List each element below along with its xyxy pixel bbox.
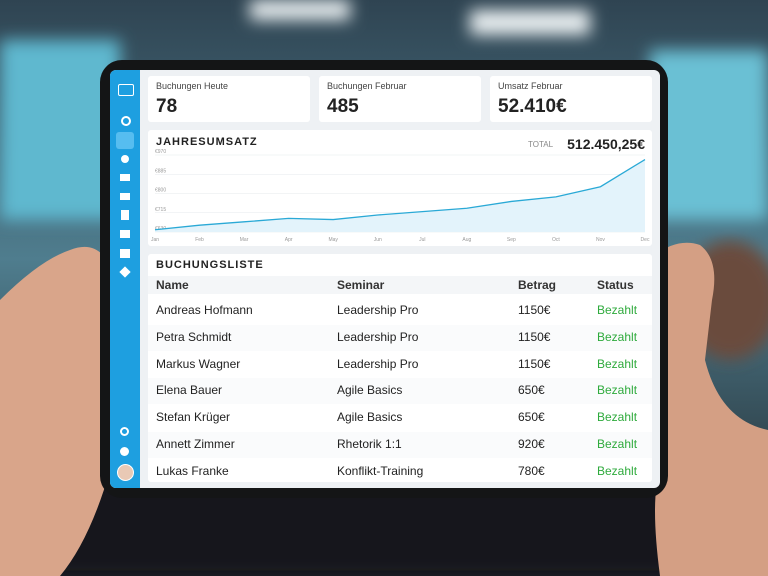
mail-icon[interactable] [120,193,130,200]
card-icon[interactable] [120,174,130,181]
table-cell: Petra Schmidt [156,329,232,344]
kpi-label: Buchungen Heute [156,81,229,91]
table-cell: Andreas Hofmann [156,303,253,317]
revenue-chart: TOTAL 512.450,25€ €630€715€800€885€970Ja… [151,136,650,243]
home-icon[interactable] [116,132,134,149]
status-cell: Bezahlt [597,329,638,344]
table-cell: Annett Zimmer [156,437,235,451]
sidebar [110,70,140,488]
table-cell: Leadership Pro [337,303,419,317]
kpi-value: 485 [327,96,359,117]
table-cell: Rhetorik 1:1 [337,437,402,451]
kpi-label: Umsatz Februar [498,81,563,91]
status-cell: Bezahlt [597,356,638,371]
table-cell: 650€ [518,410,545,425]
table-cell: Stefan Krüger [156,410,231,425]
table-cell: 920€ [518,437,545,451]
status-cell: Bezahlt [597,437,638,451]
kpi-value: 78 [156,96,178,117]
area [155,159,645,232]
y-tick-label: €800 [155,188,166,194]
x-tick-label: Jul [419,237,425,243]
kpi-label: Buchungen Februar [327,81,407,91]
table-header-row [148,276,652,294]
table-cell: Leadership Pro [337,329,419,344]
status-cell: Bezahlt [597,303,638,317]
x-tick-label: Sep [507,237,516,243]
table-title: BUCHUNGSLISTE [156,259,264,271]
y-tick-label: €715 [155,207,166,213]
table-cell: 1150€ [518,303,551,317]
x-tick-label: May [328,237,338,243]
column-header: Status [597,278,634,292]
chart-card: JAHRESUMSATZ TOTAL 512.450,25€ €630 €715 €… [148,130,652,246]
table-cell: Lukas Franke [156,463,229,478]
table-cell: Elena Bauer [156,383,223,398]
table-cell: Markus Wagner [156,356,241,371]
y-tick-label: €970 [155,149,166,155]
kpi-value: 52.410€ [498,96,567,117]
table-card[interactable]: BUCHUNGSLISTE Name Seminar Betrag Status And… [148,254,652,482]
kpi-card[interactable]: Umsatz Februar 52.410€ [490,76,652,122]
row-stripe[interactable] [148,378,652,405]
table-cell: Konflikt-Training [337,463,424,478]
search-icon[interactable] [121,116,131,126]
kpi-card[interactable]: Buchungen Februar 485 [319,76,481,122]
screen: Buchungen Heute 78 Buchungen Februar 485 Ums… [110,70,660,488]
status-cell: Bezahlt [597,410,638,425]
x-tick-label: Aug [462,237,471,243]
x-tick-label: Apr [285,237,293,243]
bank-icon[interactable] [120,249,130,258]
settings-icon[interactable] [120,427,129,436]
x-tick-label: Dec [641,237,650,243]
table-cell: 1150€ [518,356,551,371]
column-header: Seminar [337,278,385,292]
total-label: TOTAL [528,140,554,149]
help-icon[interactable] [120,447,129,456]
truck-icon[interactable] [120,230,130,238]
line [154,158,646,231]
row-stripe[interactable] [148,432,652,458]
column-header: Betrag [518,278,557,292]
x-tick-label: Mar [240,237,249,243]
table-cell: 650€ [518,383,545,398]
x-tick-label: Jan [151,237,159,243]
y-tick-label: €885 [155,168,166,174]
table-cell: Agile Basics [337,383,403,398]
doc-icon[interactable] [121,210,129,220]
kpi-card[interactable]: Buchungen Heute 78 [148,76,310,122]
x-tick-label: Nov [596,237,605,243]
x-tick-label: Feb [195,237,204,243]
table-cell: 1150€ [518,329,551,344]
table-cell: Leadership Pro [337,356,419,371]
avatar[interactable] [117,464,134,481]
table-cell: 780€ [518,463,545,478]
status-cell: Bezahlt [597,463,638,478]
chart-title: JAHRESUMSATZ [156,136,258,148]
column-header: Name [156,278,189,292]
x-tick-label: Oct [552,237,560,243]
logo-icon[interactable] [118,84,134,96]
tag-icon[interactable] [119,266,131,278]
total-value: 512.450,25€ [567,136,645,152]
user-icon[interactable] [121,155,129,163]
x-tick-label: Jun [374,237,382,243]
table-cell: Agile Basics [337,410,403,425]
row-stripe[interactable] [148,324,652,351]
status-cell: Bezahlt [597,383,638,398]
